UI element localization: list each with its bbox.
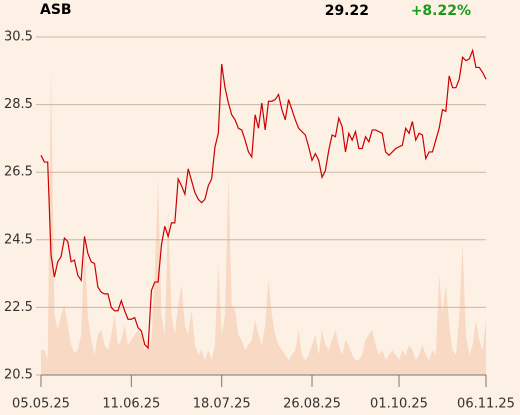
y-tick-label: 30.5 (4, 30, 33, 45)
y-tick-label: 22.5 (4, 300, 33, 315)
price-line (40, 48, 487, 350)
y-tick-label: 26.5 (4, 165, 33, 180)
y-tick-label: 28.5 (4, 97, 33, 112)
y-tick-label: 24.5 (4, 232, 33, 247)
x-tick-label: 01.10.25 (370, 397, 428, 412)
x-tick-label: 05.05.25 (12, 397, 70, 412)
last-price: 29.22 (325, 3, 369, 19)
volume-area (41, 70, 486, 375)
y-tick-label: 20.5 (4, 368, 33, 383)
x-tick-label: 06.11.25 (457, 397, 515, 412)
ticker: ASB (40, 2, 72, 18)
x-tick-label: 18.07.25 (193, 397, 251, 412)
change: +8.22% (411, 3, 471, 19)
x-tick-label: 11.06.25 (102, 397, 160, 412)
x-tick-label: 26.08.25 (283, 397, 341, 412)
